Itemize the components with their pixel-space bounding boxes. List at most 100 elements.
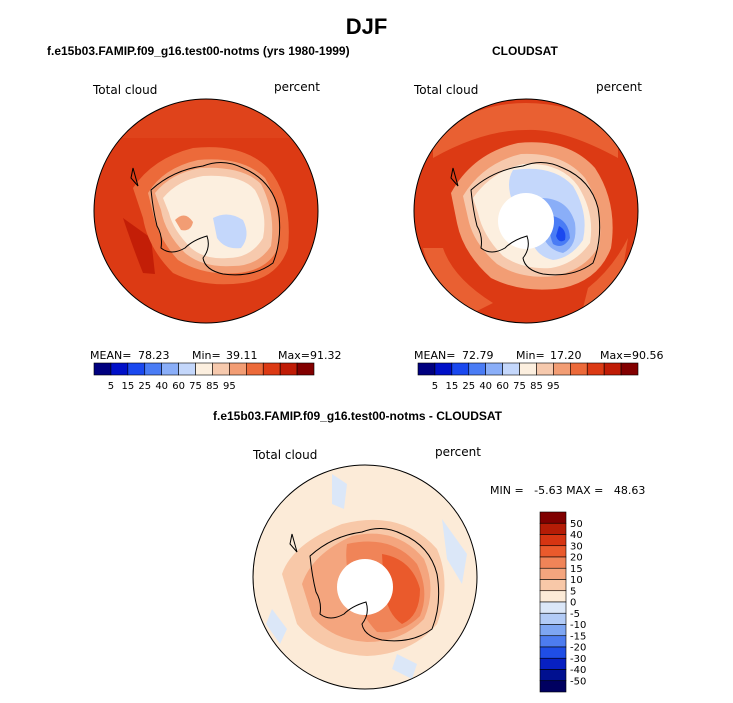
colorbar-tick-label: 85 [206, 381, 219, 392]
colorbar-swatch [212, 362, 230, 376]
colorbar-swatch [468, 362, 486, 376]
colorbar-tick-label: 5 [108, 381, 114, 392]
left-min-value: 39.11 [226, 349, 258, 362]
colorbar-swatch [553, 362, 571, 376]
diff-minmax-label: MIN = -5.63 MAX = 48.63 [490, 484, 646, 497]
figure-title: DJF [345, 14, 388, 39]
left-max-label: Max= [278, 349, 310, 362]
colorbar-tick-label: 15 [445, 381, 458, 392]
diff-colorbar-swatch [539, 646, 567, 659]
diff-colorbar-swatch [539, 612, 567, 625]
colorbar-swatch [279, 362, 298, 376]
colorbar-swatch [93, 362, 112, 376]
diff-variable-label: Total cloud [253, 448, 318, 462]
diff-colorbar-tick-label: 20 [570, 553, 583, 564]
diff-colorbar-tick-label: -40 [570, 665, 586, 676]
left-colorbar: 5 15 25 40 60 75 85 95 [93, 362, 315, 392]
diff-colorbar-tick-label: -20 [570, 643, 586, 654]
diff-colorbar-swatch [539, 601, 567, 614]
diff-colorbar-swatch [539, 590, 567, 603]
colorbar-swatch [586, 362, 605, 376]
right-panel-title: CLOUDSAT [492, 44, 558, 58]
right-mean-label: MEAN= [414, 349, 456, 362]
colorbar-swatch [570, 362, 588, 376]
diff-polar-map [252, 464, 478, 690]
colorbar-swatch [161, 362, 179, 376]
diff-colorbar-tick-label: 30 [570, 541, 583, 552]
diff-colorbar-swatch [539, 511, 567, 524]
colorbar-tick-label: 75 [189, 381, 202, 392]
diff-panel-title: f.e15b03.FAMIP.f09_g16.test00-notms - CL… [213, 409, 502, 423]
diff-colorbar-tick-label: 50 [570, 519, 583, 530]
left-panel-title: f.e15b03.FAMIP.f09_g16.test00-notms (yrs… [47, 44, 350, 58]
colorbar-swatch [451, 362, 470, 376]
diff-colorbar-swatch [539, 579, 567, 592]
colorbar-swatch [246, 362, 264, 376]
diff-colorbar-swatch [539, 522, 567, 535]
diff-colorbar-tick-label: 15 [570, 564, 583, 575]
colorbar-tick-label: 40 [479, 381, 492, 392]
diff-colorbar-tick-label: 0 [570, 598, 576, 609]
diff-colorbar-swatch [539, 680, 567, 693]
diff-colorbar-swatch [539, 657, 567, 670]
colorbar-tick-label: 60 [496, 381, 509, 392]
diff-colorbar-swatch [539, 624, 567, 637]
colorbar-tick-label: 25 [462, 381, 475, 392]
diff-colorbar-swatch [539, 556, 567, 569]
colorbar-tick-label: 40 [155, 381, 168, 392]
right-max-value: 90.56 [632, 349, 664, 362]
right-min-label: Min= [516, 349, 545, 362]
colorbar-tick-label: 5 [432, 381, 438, 392]
colorbar-swatch [144, 362, 162, 376]
left-units-label: percent [274, 80, 320, 94]
left-min-label: Min= [192, 349, 221, 362]
diff-units-label: percent [435, 445, 481, 459]
colorbar-swatch [110, 362, 129, 376]
colorbar-swatch [178, 362, 196, 376]
diff-colorbar-tick-label: -5 [570, 609, 580, 620]
colorbar-swatch [502, 362, 520, 376]
diff-colorbar-tick-label: -50 [570, 676, 586, 687]
diff-colorbar-tick-label: -30 [570, 654, 586, 665]
diff-colorbar-swatch [539, 534, 567, 547]
colorbar-swatch [485, 362, 503, 376]
diff-colorbar-swatch [539, 669, 567, 682]
left-mean-label: MEAN= [90, 349, 132, 362]
colorbar-swatch [229, 362, 247, 376]
colorbar-swatch [296, 362, 315, 376]
diff-colorbar-swatch [539, 567, 567, 580]
colorbar-swatch [195, 362, 213, 376]
colorbar-swatch [603, 362, 622, 376]
colorbar-swatch [262, 362, 281, 376]
colorbar-tick-label: 85 [530, 381, 543, 392]
right-polar-map [413, 98, 639, 324]
diff-colorbar-tick-label: -15 [570, 631, 586, 642]
right-variable-label: Total cloud [414, 83, 479, 97]
colorbar-swatch [417, 362, 436, 376]
colorbar-tick-label: 95 [223, 381, 236, 392]
left-variable-label: Total cloud [93, 83, 158, 97]
colorbar-tick-label: 60 [172, 381, 185, 392]
colorbar-swatch [620, 362, 639, 376]
right-mean-value: 72.79 [462, 349, 494, 362]
colorbar-swatch [434, 362, 453, 376]
diff-colorbar-tick-label: 10 [570, 575, 583, 586]
colorbar-tick-label: 75 [513, 381, 526, 392]
diff-colorbar-swatch [539, 545, 567, 558]
colorbar-swatch [536, 362, 554, 376]
left-max-value: 91.32 [310, 349, 342, 362]
colorbar-swatch [127, 362, 146, 376]
diff-colorbar-swatch [539, 635, 567, 648]
colorbar-tick-label: 95 [547, 381, 560, 392]
colorbar-tick-label: 25 [138, 381, 151, 392]
left-polar-map [93, 98, 319, 324]
diff-colorbar-tick-label: 40 [570, 530, 583, 541]
diff-colorbar-tick-label: 5 [570, 586, 576, 597]
right-min-value: 17.20 [550, 349, 582, 362]
colorbar-swatch [519, 362, 537, 376]
right-units-label: percent [596, 80, 642, 94]
colorbar-tick-label: 15 [121, 381, 134, 392]
right-colorbar: 5 15 25 40 60 75 85 95 [417, 362, 639, 392]
diff-colorbar-tick-label: -10 [570, 620, 586, 631]
